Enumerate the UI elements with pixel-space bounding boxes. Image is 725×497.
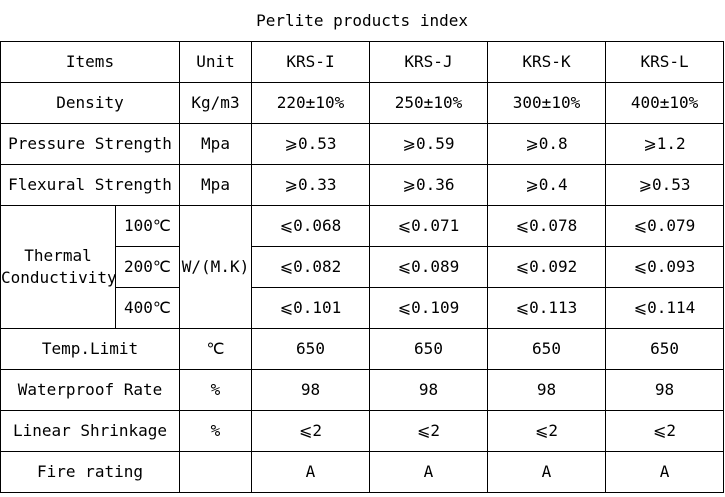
- table-row: Thermal Conductivity 100℃ W/(M.K) ⩽0.068…: [0, 204, 725, 329]
- table-row: Density Kg/m3 220±10% 250±10% 300±10% 40…: [0, 81, 725, 124]
- cell-value: ⩽0.082: [251, 245, 370, 288]
- cell-value: 220±10%: [251, 81, 370, 124]
- cell-value: 650: [487, 327, 606, 370]
- cell-value: ⩽2: [369, 409, 488, 452]
- cell-value: 400±10%: [604, 81, 725, 124]
- row-label-flexural: Flexural Strength: [0, 163, 180, 206]
- row-label-density: Density: [0, 81, 180, 124]
- table-row: 200℃ ⩽0.082 ⩽0.089 ⩽0.092 ⩽0.093: [1, 245, 725, 288]
- cell-value: ⩾0.33: [251, 163, 370, 206]
- cell-value: ⩾0.53: [604, 163, 725, 206]
- row-unit: %: [179, 409, 252, 452]
- row-label-temp-limit: Temp.Limit: [0, 327, 180, 370]
- cell-value: ⩾0.36: [369, 163, 488, 206]
- row-unit: %: [179, 368, 252, 411]
- thermal-temp: 400℃: [115, 286, 180, 329]
- cell-value: ⩽0.078: [487, 204, 606, 247]
- thermal-temp: 100℃: [115, 204, 180, 247]
- header-product: KRS-J: [369, 40, 488, 83]
- cell-value: ⩾0.4: [487, 163, 606, 206]
- cell-value: ⩽2: [604, 409, 725, 452]
- table-row: Pressure Strength Mpa ⩾0.53 ⩾0.59 ⩾0.8 ⩾…: [0, 122, 725, 165]
- cell-value: 650: [604, 327, 725, 370]
- cell-value: ⩽0.071: [369, 204, 488, 247]
- thermal-label-line1: Thermal: [24, 245, 92, 265]
- cell-value: ⩽2: [487, 409, 606, 452]
- header-unit: Unit: [179, 40, 252, 83]
- cell-value: 300±10%: [487, 81, 606, 124]
- cell-value: ⩽0.079: [604, 204, 725, 247]
- cell-value: 98: [604, 368, 725, 411]
- table-row: Fire rating A A A A: [0, 450, 725, 493]
- header-product: KRS-L: [604, 40, 725, 83]
- cell-value: ⩽0.093: [604, 245, 725, 288]
- row-unit: Mpa: [179, 122, 252, 165]
- row-unit: Mpa: [179, 163, 252, 206]
- cell-value: 98: [251, 368, 370, 411]
- header-product: KRS-K: [487, 40, 606, 83]
- cell-value: A: [369, 450, 488, 493]
- thermal-label-line2: Conductivity: [1, 267, 116, 287]
- header-row: Items Unit KRS-I KRS-J KRS-K KRS-L: [0, 40, 725, 83]
- cell-value: ⩽0.068: [251, 204, 370, 247]
- row-unit: Kg/m3: [179, 81, 252, 124]
- cell-value: ⩾0.8: [487, 122, 606, 165]
- cell-value: ⩾1.2: [604, 122, 725, 165]
- row-label-thermal: Thermal Conductivity: [0, 204, 116, 329]
- cell-value: ⩽0.109: [369, 286, 488, 329]
- table-row: Waterproof Rate % 98 98 98 98: [0, 368, 725, 411]
- cell-value: ⩽2: [251, 409, 370, 452]
- cell-value: A: [251, 450, 370, 493]
- table-title: Perlite products index: [0, 0, 724, 42]
- header-items: Items: [0, 40, 180, 83]
- table-row: Linear Shrinkage % ⩽2 ⩽2 ⩽2 ⩽2: [0, 409, 725, 452]
- cell-value: 98: [487, 368, 606, 411]
- cell-value: A: [604, 450, 725, 493]
- cell-value: 98: [369, 368, 488, 411]
- cell-value: ⩽0.101: [251, 286, 370, 329]
- row-label-pressure: Pressure Strength: [0, 122, 180, 165]
- row-label-waterproof: Waterproof Rate: [0, 368, 180, 411]
- cell-value: ⩽0.092: [487, 245, 606, 288]
- cell-value: ⩽0.114: [604, 286, 725, 329]
- row-unit: [179, 450, 252, 493]
- cell-value: A: [487, 450, 606, 493]
- row-label-fire: Fire rating: [0, 450, 180, 493]
- row-unit-thermal: W/(M.K): [179, 204, 252, 329]
- cell-value: ⩽0.113: [487, 286, 606, 329]
- cell-value: 650: [251, 327, 370, 370]
- cell-value: 650: [369, 327, 488, 370]
- cell-value: 250±10%: [369, 81, 488, 124]
- cell-value: ⩾0.53: [251, 122, 370, 165]
- cell-value: ⩾0.59: [369, 122, 488, 165]
- row-label-shrinkage: Linear Shrinkage: [0, 409, 180, 452]
- table-row: Flexural Strength Mpa ⩾0.33 ⩾0.36 ⩾0.4 ⩾…: [0, 163, 725, 206]
- thermal-temp: 200℃: [115, 245, 180, 288]
- table-row: 400℃ ⩽0.101 ⩽0.109 ⩽0.113 ⩽0.114: [1, 286, 725, 329]
- header-product: KRS-I: [251, 40, 370, 83]
- row-unit: ℃: [179, 327, 252, 370]
- cell-value: ⩽0.089: [369, 245, 488, 288]
- table-row: Temp.Limit ℃ 650 650 650 650: [0, 327, 725, 370]
